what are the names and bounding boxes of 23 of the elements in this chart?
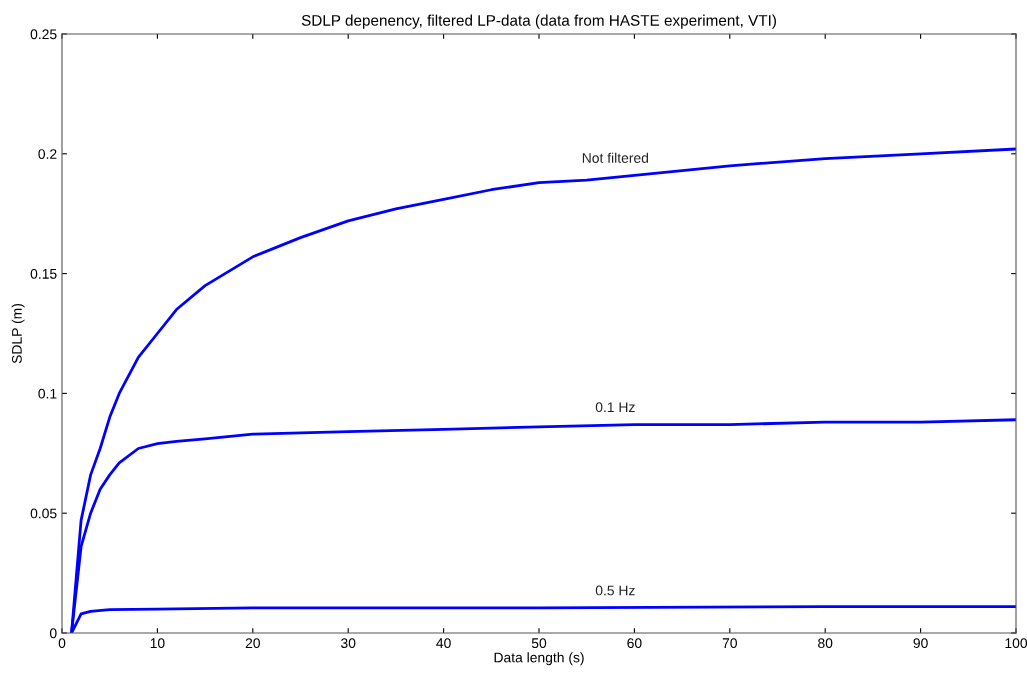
y-axis-title: SDLP (m) — [11, 304, 25, 364]
x-tick-label: 90 — [913, 638, 928, 649]
y-tick-label: 0.1 — [38, 388, 57, 399]
y-tick-label: 0.15 — [30, 268, 57, 279]
y-tick-label: 0.25 — [30, 29, 57, 40]
y-tick-label: 0.05 — [30, 508, 57, 519]
x-axis-title: Data length (s) — [494, 652, 584, 666]
series-label: 0.5 Hz — [595, 585, 635, 596]
x-tick-label: 10 — [150, 638, 165, 649]
x-tick-label: 70 — [722, 638, 737, 649]
x-tick-label: 60 — [627, 638, 642, 649]
x-tick-label: 0 — [58, 638, 66, 649]
y-tick-label: 0.2 — [38, 149, 57, 159]
x-tick-label: 40 — [436, 638, 451, 649]
series-label: 0.1 Hz — [595, 402, 635, 413]
series-label: Not filtered — [582, 152, 649, 163]
x-tick-label: 20 — [245, 638, 260, 649]
x-tick-label: 50 — [531, 638, 547, 649]
x-tick-label: 100 — [1005, 638, 1027, 649]
chart-title: SDLP depenency, filtered LP-data (data from HASTE experiment, VTI) — [301, 14, 776, 29]
x-tick-label: 30 — [341, 638, 356, 649]
y-tick-label: 0 — [49, 628, 57, 639]
x-tick-label: 80 — [818, 638, 833, 649]
